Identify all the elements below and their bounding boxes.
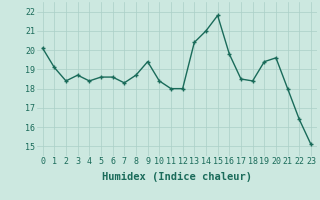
X-axis label: Humidex (Indice chaleur): Humidex (Indice chaleur) — [102, 172, 252, 182]
